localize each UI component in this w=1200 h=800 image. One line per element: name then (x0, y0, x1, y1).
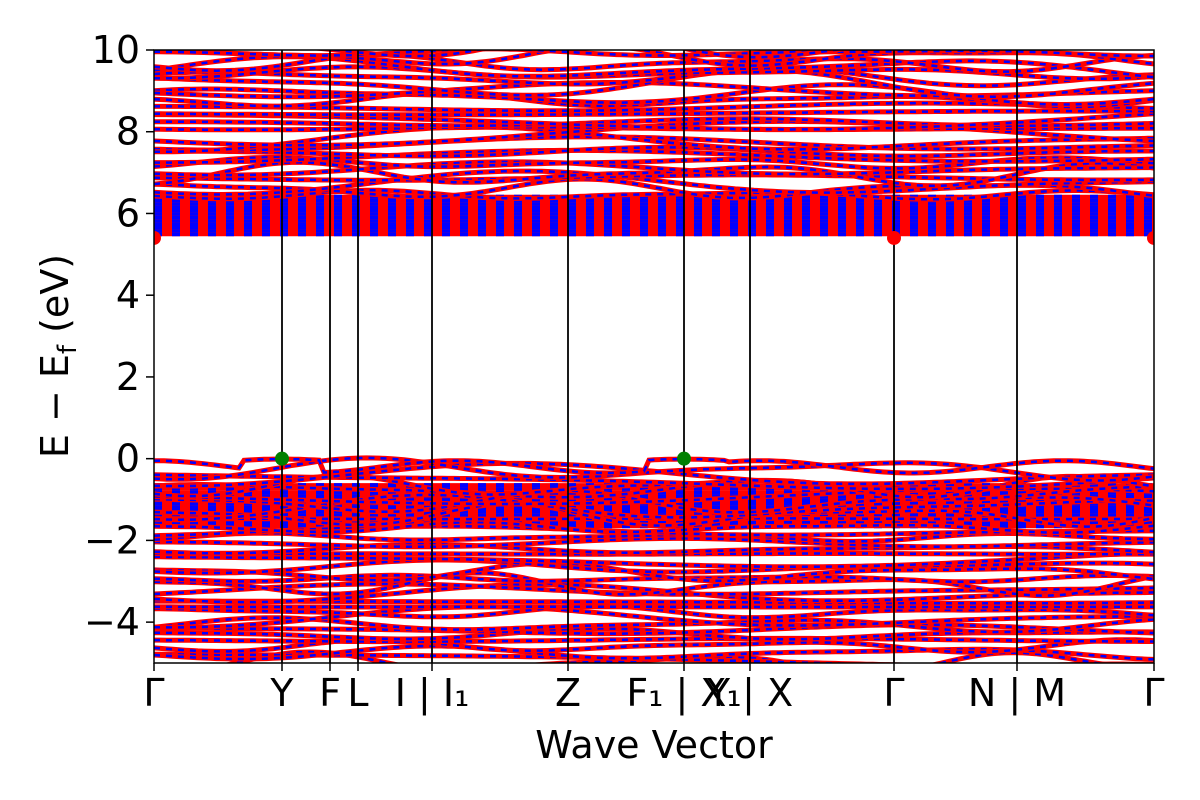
band-line-spin-down (154, 537, 1154, 548)
band-line-spin-down (154, 473, 1154, 491)
y-tick-label: 0 (116, 437, 140, 481)
band-line-spin-down (154, 574, 1154, 584)
x-tick-label: Γ (1143, 671, 1164, 715)
plot-frame (153, 49, 1155, 664)
band-line-spin-down (154, 149, 1154, 164)
band-line-spin-down (154, 524, 1154, 537)
band-line-spin-down (154, 101, 1154, 113)
band-line-spin-down (154, 146, 1154, 158)
x-tick-label: F₁ | X₁ (626, 671, 741, 716)
band-line-spin-up (154, 52, 1154, 75)
y-tick-label: 10 (92, 28, 140, 72)
band-line-spin-down (154, 551, 1154, 569)
x-axis-label: Wave Vector (535, 723, 773, 767)
band-line-spin-up (154, 65, 1154, 89)
band-line-spin-up (154, 635, 1154, 645)
band-line-spin-down (154, 112, 1154, 131)
band-line-spin-up (154, 582, 1154, 605)
band-line-spin-down (154, 135, 1154, 152)
band-line-spin-up (154, 557, 1154, 576)
band-line-spin-up (154, 124, 1154, 155)
vbm-marker (677, 451, 691, 466)
y-tick-label: 6 (116, 191, 140, 235)
band-line-spin-up (154, 187, 1154, 202)
band-line-spin-down (154, 637, 1154, 643)
band-line-spin-up (154, 560, 1154, 584)
y-tick-label: 4 (116, 273, 140, 317)
x-tick-label: F (319, 671, 341, 715)
cbm-marker (887, 230, 901, 245)
x-tick-label: L (347, 671, 368, 715)
cbm-marker (1147, 230, 1154, 245)
band-line-top-valence-down (154, 457, 1154, 475)
vbm-marker (275, 451, 289, 466)
band-edge-markers (154, 230, 1154, 466)
k-path-lines (281, 50, 1018, 663)
y-tick-label: 2 (116, 355, 140, 399)
y-tick-label: −2 (84, 518, 140, 562)
band-line-spin-up (154, 82, 1154, 107)
band-line-spin-down (154, 161, 1154, 188)
y-tick-label: 8 (116, 110, 140, 154)
x-tick-label: Γ (143, 671, 164, 715)
band-line-spin-down (154, 623, 1154, 635)
y-tick-label: −4 (84, 600, 140, 644)
x-tick-label: Y | X (706, 671, 793, 716)
band-line-spin-down (154, 517, 1154, 521)
band-line-spin-down (154, 502, 1154, 528)
band-lines (154, 50, 1154, 663)
cbm-marker (154, 230, 161, 245)
x-tick-label: Γ (883, 671, 904, 715)
x-tick-label: Z (555, 671, 581, 715)
band-line-spin-down (154, 599, 1154, 605)
band-line-spin-down (154, 552, 1154, 556)
band-line-spin-up (154, 477, 1154, 502)
y-axis-label: E − Ef (eV) (33, 254, 83, 458)
band-line-spin-down (154, 109, 1154, 117)
band-line-spin-down (154, 571, 1154, 597)
band-line-spin-up (154, 604, 1154, 630)
band-line-spin-up (154, 168, 1154, 197)
y-axis: −4 −2 0 2 4 6 8 10 (84, 28, 154, 644)
x-tick-label: N | M (968, 671, 1066, 716)
band-line-spin-up (154, 159, 1154, 178)
band-line-spin-down (154, 50, 1154, 58)
x-tick-label: Y (269, 671, 294, 715)
x-tick-label: I | I₁ (395, 671, 470, 716)
band-line-spin-down (154, 125, 1154, 132)
band-line-spin-up (154, 519, 1154, 536)
band-line-spin-up (154, 603, 1154, 621)
